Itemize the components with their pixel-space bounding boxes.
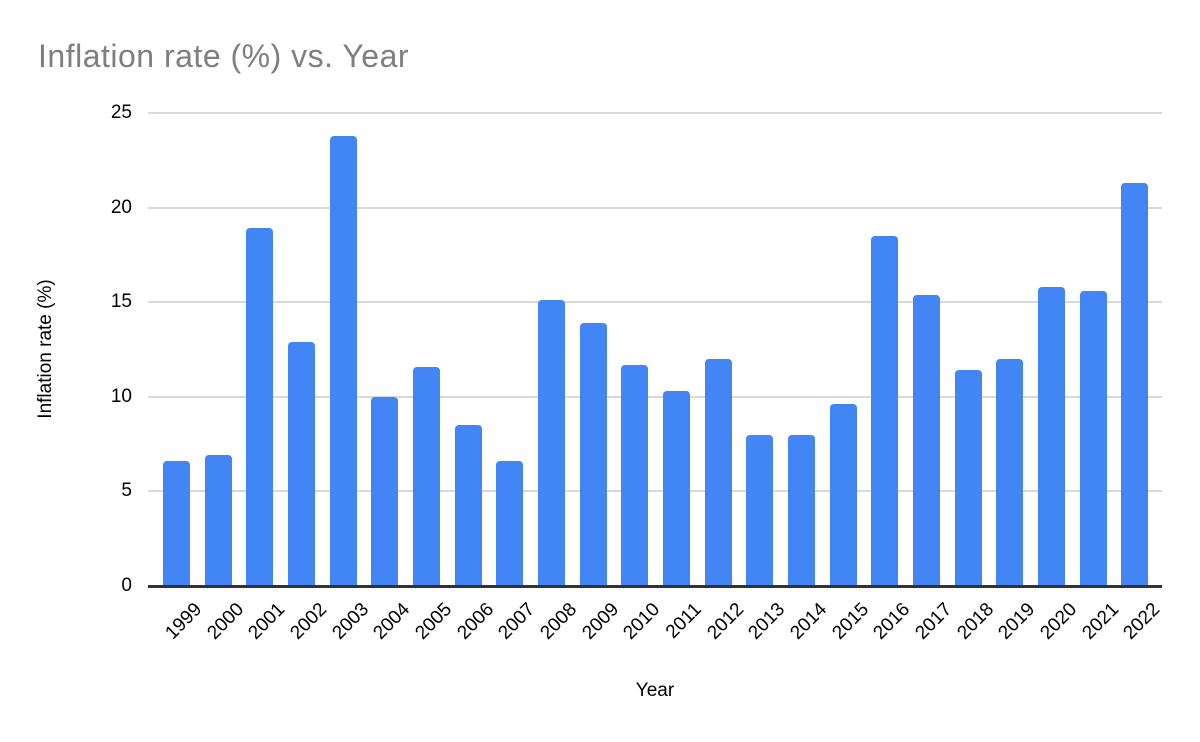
x-tick-label-2015: 2015	[828, 599, 873, 644]
x-tick-label-2011: 2011	[662, 599, 707, 643]
bar-2012[interactable]	[704, 359, 732, 586]
x-axis-title: Year	[635, 680, 675, 701]
bar-2018[interactable]	[954, 370, 982, 586]
x-tick-label-2007: 2007	[494, 599, 540, 644]
bar-2003[interactable]	[329, 136, 357, 586]
x-tick-label-2004: 2004	[369, 599, 415, 644]
bar-2013[interactable]	[746, 435, 774, 586]
x-tick-label-2010: 2010	[619, 599, 665, 644]
gridline-15	[148, 301, 1162, 304]
y-tick-label-15: 15	[110, 291, 132, 313]
x-tick-label-2005: 2005	[411, 599, 457, 644]
x-tick-label-2013: 2013	[744, 599, 790, 644]
bar-2004[interactable]	[371, 397, 399, 586]
bar-2016[interactable]	[871, 236, 899, 586]
x-tick-label-2022: 2022	[1119, 599, 1165, 644]
x-tick-label-2009: 2009	[578, 599, 623, 644]
y-tick-label-25: 25	[110, 102, 132, 123]
x-tick-label-1999: 1999	[161, 599, 207, 644]
gridline-5	[148, 490, 1162, 493]
chart-title: Inflation rate (%) vs. Year	[38, 38, 410, 74]
x-tick-label-2002: 2002	[286, 599, 332, 644]
y-tick-label-10: 10	[110, 385, 132, 407]
x-tick-label-2014: 2014	[786, 599, 832, 644]
gridline-20	[148, 206, 1162, 209]
bar-2014[interactable]	[787, 435, 815, 586]
y-axis-title: Inflation rate (%)	[35, 279, 56, 419]
bar-2008[interactable]	[537, 300, 565, 586]
bar-1999[interactable]	[162, 461, 190, 586]
bar-2006[interactable]	[454, 425, 482, 586]
bar-2021[interactable]	[1079, 291, 1107, 586]
bar-2009[interactable]	[579, 323, 607, 586]
bar-2000[interactable]	[204, 455, 232, 586]
bar-2002[interactable]	[287, 342, 315, 586]
y-tick-label-0: 0	[121, 575, 132, 596]
bar-2001[interactable]	[246, 228, 274, 586]
gridline-25	[148, 112, 1162, 114]
bar-2017[interactable]	[912, 295, 940, 586]
bar-2007[interactable]	[496, 461, 524, 586]
x-tick-label-2020: 2020	[1036, 599, 1082, 644]
x-tick-label-2018: 2018	[953, 599, 998, 644]
gridline-10	[148, 395, 1162, 398]
x-tick-label-2012: 2012	[703, 599, 748, 644]
x-axis-line	[148, 585, 1162, 588]
y-tick-label-20: 20	[110, 196, 132, 218]
x-tick-label-2006: 2006	[453, 599, 498, 644]
bar-2022[interactable]	[1121, 183, 1149, 586]
x-tick-label-2017: 2017	[911, 599, 957, 644]
x-tick-label-2008: 2008	[536, 599, 582, 644]
y-tick-label-5: 5	[121, 480, 132, 502]
x-tick-label-2001: 2001	[244, 599, 290, 644]
bar-2005[interactable]	[412, 367, 440, 586]
x-tick-label-2016: 2016	[869, 599, 915, 644]
plot-area	[148, 112, 1162, 588]
bar-2015[interactable]	[829, 404, 857, 586]
x-tick-label-2019: 2019	[994, 599, 1040, 644]
bar-2019[interactable]	[996, 359, 1024, 586]
x-tick-label-2003: 2003	[328, 599, 373, 644]
x-tick-label-2021: 2021	[1078, 599, 1123, 644]
x-tick-label-2000: 2000	[203, 599, 248, 644]
bar-2011[interactable]	[662, 391, 690, 586]
bar-2020[interactable]	[1037, 287, 1065, 586]
bar-2010[interactable]	[621, 365, 649, 586]
